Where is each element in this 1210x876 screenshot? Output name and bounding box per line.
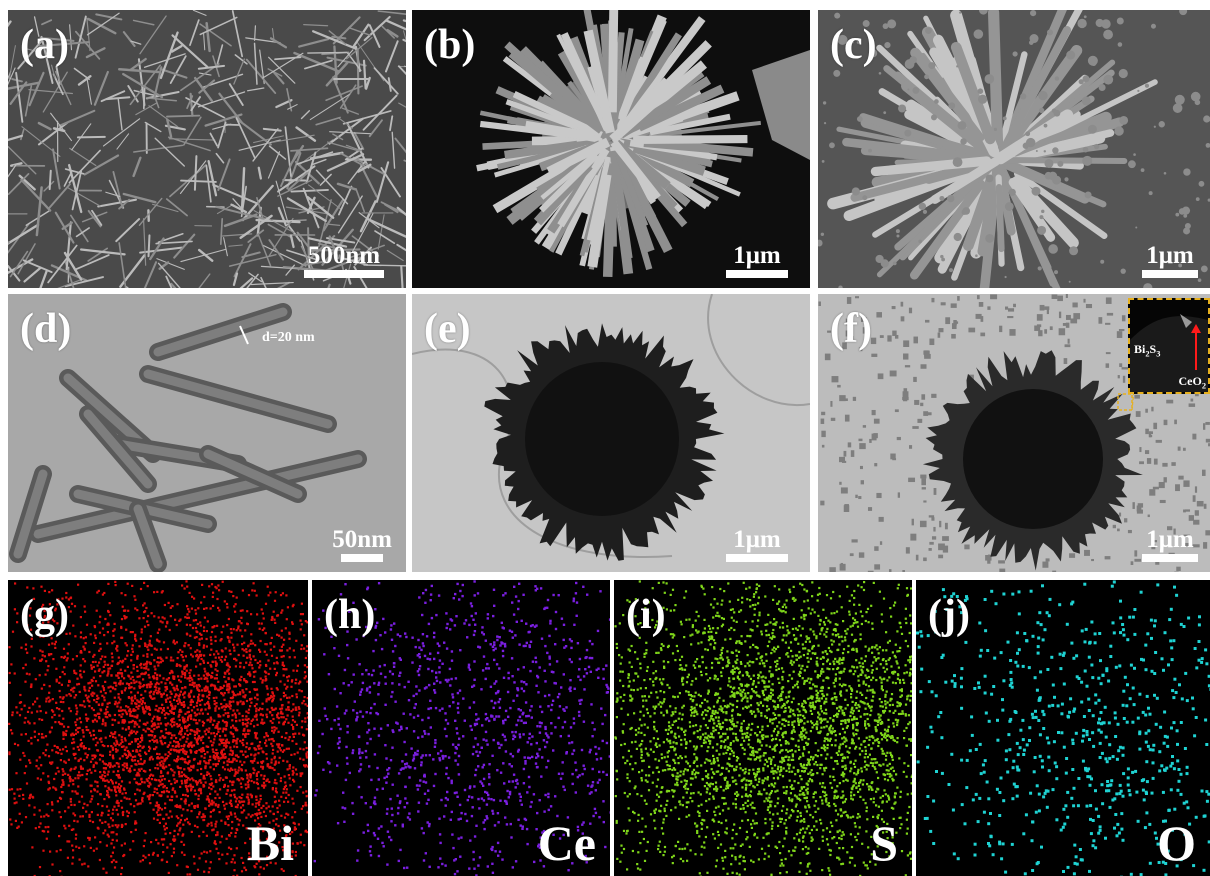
panel-e-tem-flower: (e) 1μm <box>412 294 810 572</box>
scale-text-a: 500nm <box>307 242 381 269</box>
eds-map-bi <box>8 580 308 876</box>
panel-d-tem-nanorods: (d) d=20 nm 50nm <box>8 294 406 572</box>
element-label-bi: Bi <box>246 815 294 871</box>
scale-text-b: 1μm <box>733 242 781 269</box>
panel-label-c: (c) <box>830 22 877 68</box>
scale-text-e: 1μm <box>733 526 781 553</box>
inset-hrtem-interface: Bi2S3 CeO2 <box>1128 298 1210 394</box>
scale-bar-f: 1μm <box>1142 527 1198 562</box>
panel-f-tem-composite: (f) Bi2S3 CeO2 1μm <box>818 294 1210 572</box>
panel-label-e: (e) <box>424 306 471 352</box>
sem-image-b <box>412 10 810 288</box>
eds-map-o <box>916 580 1210 876</box>
panel-b-sem-flower: (b) 1μm <box>412 10 810 288</box>
panel-j-eds-o: (j) O <box>916 580 1210 876</box>
panel-label-g: (g) <box>20 592 69 638</box>
rod-diameter-annotation: d=20 nm <box>262 330 315 345</box>
tem-image-d <box>8 294 406 572</box>
panel-i-eds-s: (i) S <box>614 580 912 876</box>
panel-label-h: (h) <box>324 592 376 638</box>
eds-map-ce <box>313 580 610 876</box>
scale-bar-d: 50nm <box>332 527 392 562</box>
scale-bar-a: 500nm <box>304 243 384 278</box>
scale-bar-e: 1μm <box>726 527 788 562</box>
element-label-o: O <box>1157 815 1196 871</box>
eds-map-s <box>614 580 912 876</box>
panel-a-sem-nanorods: (a) 500nm <box>8 10 406 288</box>
panel-label-a: (a) <box>20 22 69 68</box>
panel-label-f: (f) <box>830 306 872 352</box>
inset-label-ceo2: CeO2 <box>1178 373 1206 390</box>
panel-c-sem-composite: (c) 1μm <box>818 10 1210 288</box>
element-label-ce: Ce <box>537 815 596 871</box>
sem-image-a <box>8 10 406 288</box>
tem-image-e <box>412 294 810 572</box>
panel-label-j: (j) <box>928 592 970 638</box>
scale-text-f: 1μm <box>1146 526 1194 553</box>
panel-label-d: (d) <box>20 306 72 352</box>
scale-bar-b: 1μm <box>726 243 788 278</box>
scale-text-d: 50nm <box>332 526 392 553</box>
panel-h-eds-ce: (h) Ce <box>312 580 610 876</box>
inset-label-bi2s3: Bi2S3 <box>1134 342 1161 359</box>
panel-label-b: (b) <box>424 22 476 68</box>
panel-label-i: (i) <box>626 592 666 638</box>
scale-text-c: 1μm <box>1146 242 1194 269</box>
sem-image-c <box>818 10 1210 288</box>
scale-bar-c: 1μm <box>1142 243 1198 278</box>
panel-g-eds-bi: (g) Bi <box>8 580 308 876</box>
element-label-s: S <box>870 815 898 871</box>
